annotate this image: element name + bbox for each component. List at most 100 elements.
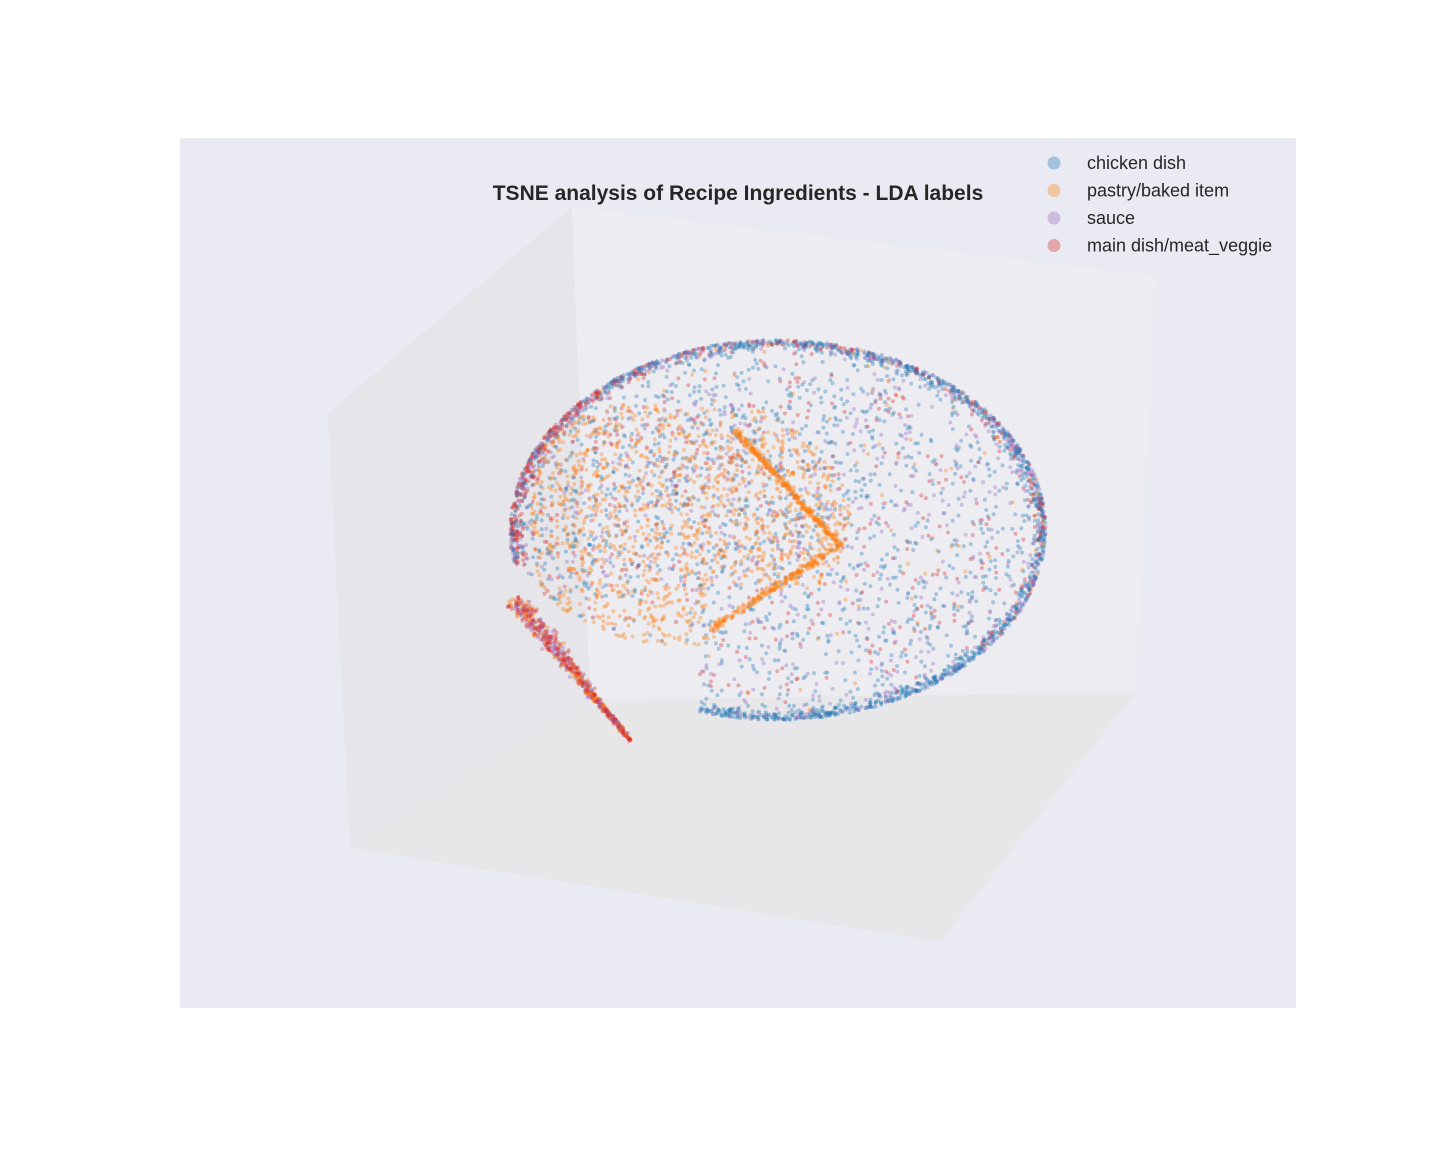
scatter-point — [989, 527, 994, 532]
scatter-point — [565, 474, 570, 479]
scatter-point — [869, 351, 874, 356]
scatter-point — [703, 524, 708, 529]
scatter-point — [815, 349, 819, 354]
scatter-point — [606, 387, 611, 392]
scatter-point — [870, 388, 875, 393]
scatter-point — [528, 470, 533, 475]
scatter-point — [787, 717, 792, 722]
scatter-point — [655, 639, 660, 643]
scatter-point — [786, 611, 791, 616]
scatter-point — [680, 361, 685, 365]
scatter-point — [794, 551, 799, 556]
scatter-point — [759, 577, 764, 582]
scatter-point — [976, 647, 981, 652]
scatter-point — [595, 558, 600, 563]
scatter-point — [1021, 453, 1026, 458]
scatter-point — [790, 434, 795, 439]
scatter-point — [574, 584, 579, 589]
scatter-point — [604, 508, 608, 513]
scatter-point — [626, 623, 631, 628]
scatter-point — [866, 350, 871, 355]
scatter-point — [534, 481, 539, 486]
scatter-point — [845, 587, 850, 592]
scatter-point — [828, 483, 833, 488]
scatter-point — [780, 428, 785, 433]
scatter-point — [851, 695, 856, 700]
scatter-point — [909, 381, 914, 386]
scatter-point — [750, 343, 754, 348]
scatter-point — [530, 470, 535, 474]
scatter-point — [606, 615, 611, 620]
scatter-point — [522, 480, 527, 485]
scatter-point — [704, 663, 709, 668]
scatter-point — [888, 658, 893, 663]
scatter-point — [1004, 616, 1009, 621]
scatter-point — [1025, 466, 1030, 471]
scatter-point — [836, 472, 841, 477]
scatter-point — [810, 622, 815, 626]
scatter-point — [1042, 533, 1047, 538]
scatter-point — [1034, 477, 1039, 482]
scatter-point — [939, 491, 944, 495]
scatter-point — [852, 709, 857, 714]
scatter-point — [628, 575, 633, 580]
scatter-point — [767, 339, 772, 344]
scatter-point — [704, 530, 709, 535]
scatter-point — [914, 370, 919, 375]
scatter-point — [736, 452, 741, 457]
scatter-point — [962, 663, 967, 668]
scatter-point — [674, 356, 679, 361]
scatter-point — [795, 612, 800, 617]
scatter-point — [636, 489, 641, 494]
scatter-point — [714, 371, 718, 376]
scatter-point — [683, 489, 688, 494]
scatter-point — [782, 648, 787, 653]
scatter-point — [515, 530, 520, 535]
scatter-point — [697, 384, 702, 389]
scatter-point — [853, 489, 858, 494]
scatter-point — [695, 447, 700, 452]
scatter-point — [995, 422, 1000, 427]
scatter-point — [522, 562, 527, 567]
scatter-point — [732, 373, 737, 378]
scatter-point — [830, 479, 835, 484]
scatter-point — [733, 710, 738, 715]
scatter-point — [927, 479, 932, 484]
scatter-point — [707, 526, 712, 530]
scatter-point — [749, 438, 754, 443]
scatter-point — [935, 625, 940, 629]
scatter-point — [521, 553, 526, 558]
scatter-point — [906, 367, 911, 372]
scatter-point — [831, 580, 836, 585]
scatter-point — [918, 377, 923, 382]
scatter-point — [738, 340, 743, 345]
scatter-point — [718, 345, 723, 350]
scatter-point — [792, 351, 797, 356]
scatter-point — [641, 491, 645, 496]
scatter-point — [952, 538, 957, 543]
scatter-point — [997, 449, 1002, 454]
scatter-point — [715, 487, 720, 492]
scatter-point — [584, 467, 589, 472]
scatter-point — [734, 463, 739, 468]
scatter-point — [737, 512, 741, 517]
scatter-point — [919, 604, 924, 609]
scatter-point — [889, 673, 894, 678]
scatter-point — [673, 436, 678, 441]
scatter-point — [982, 409, 986, 414]
scatter-point — [737, 693, 742, 698]
scatter-point — [891, 360, 896, 365]
scatter-point — [644, 465, 649, 470]
scatter-point — [1021, 486, 1026, 491]
scatter-point — [609, 571, 614, 576]
scatter-point — [1033, 565, 1038, 570]
scatter-point — [970, 594, 975, 599]
scatter-point — [545, 436, 550, 441]
scatter-point — [1036, 569, 1041, 574]
scatter-point — [997, 587, 1002, 592]
scatter-point — [801, 360, 806, 365]
scatter-point — [829, 373, 834, 378]
scatter-point — [853, 633, 858, 638]
scatter-point — [895, 669, 900, 674]
scatter-point — [1008, 501, 1013, 506]
